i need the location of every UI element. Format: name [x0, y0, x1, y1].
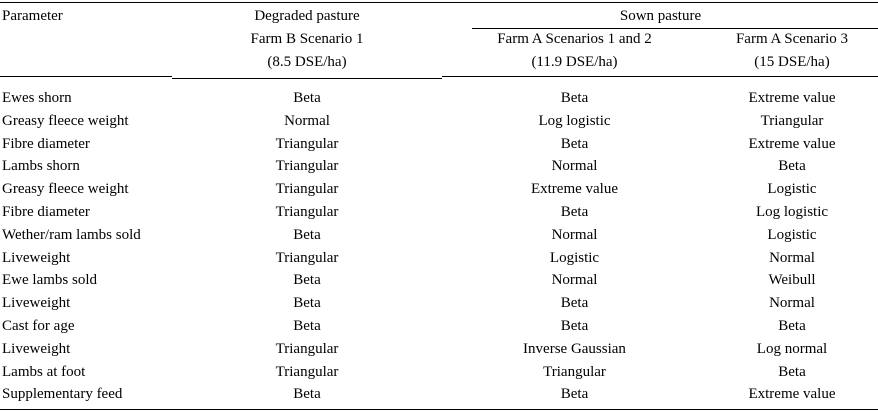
- sownA-cell: Inverse Gaussian: [523, 341, 626, 357]
- degraded-cell: Beta: [293, 227, 321, 243]
- sownA-cell: Logistic: [549, 250, 600, 266]
- param-cell: Liveweight: [2, 295, 71, 311]
- sownB-cell: Beta: [778, 158, 806, 174]
- header-rule-seg-3: [442, 76, 878, 77]
- header-degraded-title: Degraded pasture: [254, 8, 360, 24]
- sownB-cell: Normal: [769, 295, 815, 311]
- param-cell: Supplementary feed: [2, 386, 123, 402]
- top-rule: [0, 2, 878, 3]
- sownB-cell: Beta: [778, 364, 806, 380]
- param-cell: Liveweight: [2, 250, 71, 266]
- sownB-cell: Triangular: [760, 113, 824, 129]
- degraded-cell: Triangular: [275, 158, 339, 174]
- param-cell: Liveweight: [2, 341, 71, 357]
- sownA-cell: Extreme value: [530, 181, 619, 197]
- sownA-cell: Normal: [551, 272, 598, 288]
- sownB-cell: Extreme value: [748, 386, 836, 402]
- bottom-rule: [0, 409, 878, 410]
- sownA-cell: Beta: [560, 318, 589, 334]
- degraded-cell: Normal: [284, 113, 330, 129]
- sownB-cell: Logistic: [767, 181, 817, 197]
- header-rule-seg-1: [0, 76, 172, 77]
- sownA-cell: Normal: [551, 227, 598, 243]
- sownA-cell: Beta: [560, 386, 589, 402]
- sownB-cell: Log logistic: [755, 204, 829, 220]
- param-cell: Fibre diameter: [2, 204, 90, 220]
- sownA-cell: Beta: [560, 136, 589, 152]
- header-parameter: Parameter: [2, 8, 63, 24]
- header-sownA-dse: (11.9 DSE/ha): [531, 54, 618, 70]
- degraded-cell: Beta: [293, 318, 321, 334]
- sownB-cell: Beta: [778, 318, 806, 334]
- param-cell: Cast for age: [2, 318, 75, 334]
- sown-header-rule: [472, 28, 878, 29]
- degraded-cell: Triangular: [275, 136, 339, 152]
- degraded-cell: Beta: [293, 295, 321, 311]
- sownB-cell: Weibull: [768, 272, 816, 288]
- sownA-cell: Triangular: [543, 364, 606, 380]
- param-cell: Greasy fleece weight: [2, 181, 129, 197]
- sownA-cell: Beta: [560, 204, 589, 220]
- sownA-cell: Beta: [560, 90, 589, 106]
- degraded-cell: Triangular: [275, 181, 339, 197]
- param-cell: Wether/ram lambs sold: [2, 227, 141, 243]
- param-cell: Lambs shorn: [2, 158, 80, 174]
- header-degraded-farm: Farm B Scenario 1: [250, 31, 364, 47]
- sownB-cell: Logistic: [767, 227, 817, 243]
- sownA-cell: Normal: [551, 158, 598, 174]
- degraded-cell: Triangular: [275, 204, 339, 220]
- header-rule-seg-2: [172, 78, 442, 79]
- header-degraded-dse: (8.5 DSE/ha): [267, 54, 347, 70]
- header-sownB-dse: (15 DSE/ha): [754, 54, 830, 70]
- degraded-cell: Triangular: [275, 250, 339, 266]
- param-cell: Lambs at foot: [2, 364, 86, 380]
- sownB-cell: Extreme value: [748, 90, 836, 106]
- param-cell: Ewes shorn: [2, 90, 72, 106]
- header-sownA-farm: Farm A Scenarios 1 and 2: [497, 31, 652, 47]
- sownA-cell: Log logistic: [538, 113, 611, 129]
- param-cell: Greasy fleece weight: [2, 113, 129, 129]
- header-sownB-farm: Farm A Scenario 3: [735, 31, 849, 47]
- degraded-cell: Beta: [293, 90, 321, 106]
- sownB-cell: Extreme value: [748, 136, 836, 152]
- param-cell: Ewe lambs sold: [2, 272, 97, 288]
- degraded-cell: Beta: [293, 386, 321, 402]
- degraded-cell: Beta: [293, 272, 321, 288]
- param-cell: Fibre diameter: [2, 136, 90, 152]
- degraded-cell: Triangular: [275, 364, 339, 380]
- sownA-cell: Beta: [560, 295, 589, 311]
- degraded-cell: Triangular: [275, 341, 339, 357]
- sownB-cell: Log normal: [756, 341, 828, 357]
- sownB-cell: Normal: [769, 250, 815, 266]
- header-sown-title: Sown pasture: [619, 8, 702, 24]
